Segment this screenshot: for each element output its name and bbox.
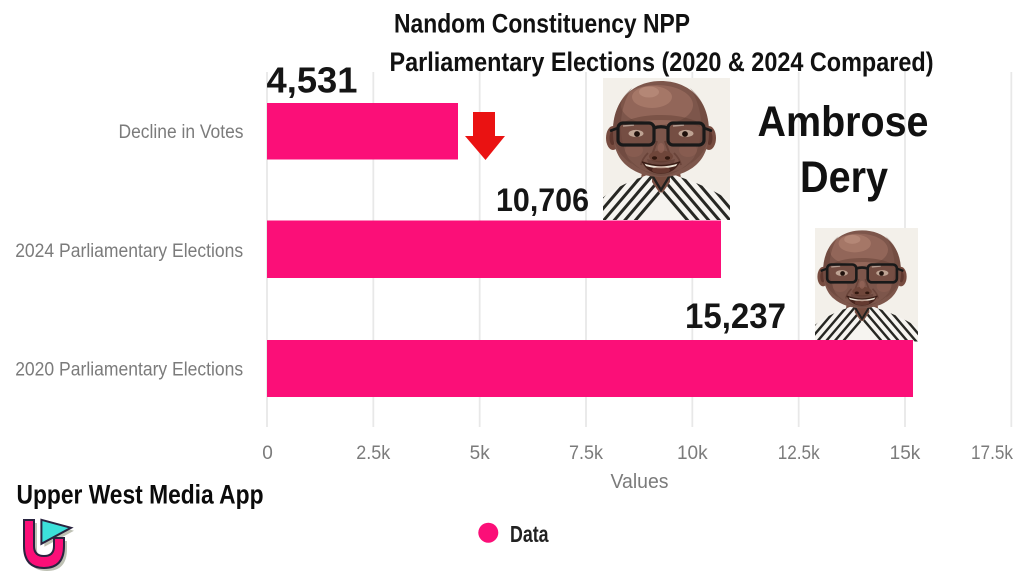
svg-text:Nandom Constituency NPP: Nandom Constituency NPP — [394, 9, 690, 39]
svg-text:7.5k: 7.5k — [569, 443, 603, 464]
svg-text:4,531: 4,531 — [267, 60, 358, 101]
svg-text:17.5k: 17.5k — [971, 443, 1013, 464]
svg-text:Ambrose: Ambrose — [758, 99, 929, 146]
svg-text:2.5k: 2.5k — [356, 443, 390, 464]
svg-text:15k: 15k — [890, 443, 921, 464]
svg-text:5k: 5k — [470, 443, 491, 464]
svg-text:10,706: 10,706 — [496, 182, 589, 218]
svg-text:15,237: 15,237 — [685, 296, 786, 336]
svg-text:Dery: Dery — [800, 153, 888, 202]
svg-text:Data: Data — [510, 521, 549, 547]
svg-text:10k: 10k — [677, 443, 708, 464]
svg-text:Values: Values — [611, 470, 669, 493]
svg-text:2024 Parliamentary Elections: 2024 Parliamentary Elections — [15, 241, 243, 262]
svg-text:Decline in Votes: Decline in Votes — [119, 122, 244, 143]
svg-text:12.5k: 12.5k — [778, 443, 820, 464]
svg-text:Parliamentary Elections (2020: Parliamentary Elections (2020 & 2024 Com… — [390, 47, 934, 77]
svg-text:Upper West Media App: Upper West Media App — [17, 480, 264, 510]
svg-text:0: 0 — [262, 443, 273, 464]
svg-text:2020 Parliamentary Elections: 2020 Parliamentary Elections — [15, 360, 243, 381]
